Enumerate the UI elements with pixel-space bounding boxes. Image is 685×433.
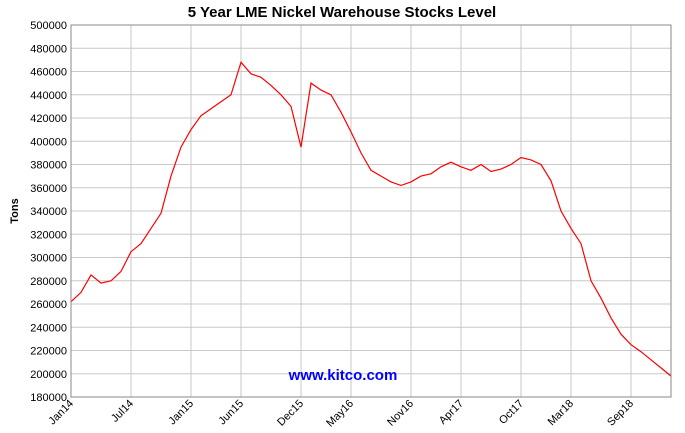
y-tick-label: 440000 xyxy=(30,90,67,102)
y-axis-ticks: 180000 200000 220000 240000 260000 280000 3000… xyxy=(30,20,67,404)
x-tick-label: Nov16 xyxy=(385,398,416,429)
x-tick-label: Jan15 xyxy=(166,398,196,428)
x-tick-label: Mar18 xyxy=(546,398,577,429)
x-tick-label: Jun15 xyxy=(216,398,246,428)
y-tick-label: 460000 xyxy=(30,67,67,79)
plot-frame xyxy=(70,24,672,398)
y-tick-label: 480000 xyxy=(30,43,67,55)
y-axis-label: Tons xyxy=(9,198,21,223)
y-tick-label: 200000 xyxy=(30,369,67,381)
watermark: www.kitco.com xyxy=(288,367,398,384)
x-tick-label: Oct17 xyxy=(497,398,526,427)
x-tick-label: May16 xyxy=(324,398,356,430)
chart-title: 5 Year LME Nickel Warehouse Stocks Level xyxy=(188,4,496,21)
x-tick-label: Apr17 xyxy=(437,398,466,427)
y-tick-label: 360000 xyxy=(30,183,67,195)
y-tick-label: 380000 xyxy=(30,160,67,172)
series-line xyxy=(70,60,672,377)
y-tick-label: 320000 xyxy=(30,229,67,241)
y-tick-label: 240000 xyxy=(30,322,67,334)
y-tick-label: 420000 xyxy=(30,113,67,125)
x-tick-label: Jul14 xyxy=(109,398,136,425)
y-tick-label: 280000 xyxy=(30,276,67,288)
x-tick-label: Sep18 xyxy=(605,398,636,429)
x-tick-label: Dec15 xyxy=(275,398,306,429)
x-axis-ticks: Jan14 Jul14 Jan15 Jun15 Dec15 May16 Nov16 Apr17… xyxy=(46,398,636,430)
y-tick-label: 340000 xyxy=(30,206,67,218)
y-tick-label: 400000 xyxy=(30,136,67,148)
y-tick-label: 500000 xyxy=(30,20,67,32)
y-tick-label: 180000 xyxy=(30,392,67,404)
y-tick-label: 300000 xyxy=(30,253,67,265)
y-tick-label: 260000 xyxy=(30,299,67,311)
grid xyxy=(70,24,671,398)
y-tick-label: 220000 xyxy=(30,346,67,358)
